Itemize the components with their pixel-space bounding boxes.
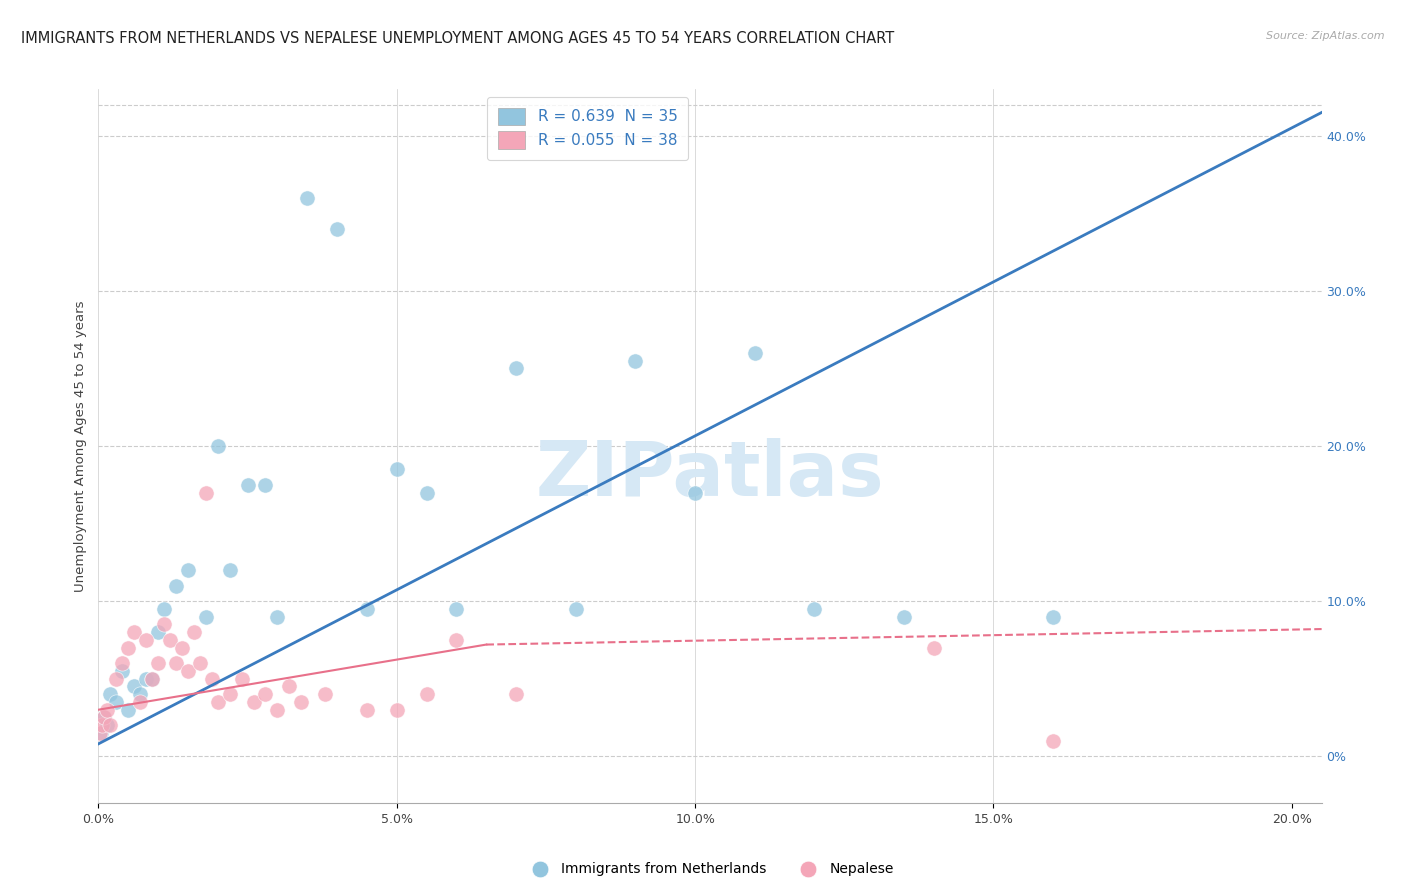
Point [207, 439, 229, 453]
Point [356, 602, 378, 616]
Point [314, 687, 336, 701]
Point [297, 191, 319, 205]
Point [505, 361, 527, 376]
Point [122, 625, 145, 640]
Point [177, 563, 200, 577]
Point [135, 672, 157, 686]
Point [183, 625, 205, 640]
Y-axis label: Unemployment Among Ages 45 to 54 years: Unemployment Among Ages 45 to 54 years [75, 301, 87, 591]
Point [218, 687, 240, 701]
Point [96, 703, 118, 717]
Point [98, 687, 121, 701]
Point [129, 695, 152, 709]
Point [170, 640, 193, 655]
Point [194, 609, 217, 624]
Point [153, 602, 176, 616]
Point [744, 346, 766, 360]
Point [105, 695, 128, 709]
Text: ZIPatlas: ZIPatlas [536, 438, 884, 511]
Point [565, 602, 588, 616]
Point [254, 687, 277, 701]
Point [446, 632, 468, 647]
Point [93, 710, 115, 724]
Legend: Immigrants from Netherlands, Nepalese: Immigrants from Netherlands, Nepalese [522, 856, 898, 881]
Point [194, 485, 217, 500]
Text: IMMIGRANTS FROM NETHERLANDS VS NEPALESE UNEMPLOYMENT AMONG AGES 45 TO 54 YEARS C: IMMIGRANTS FROM NETHERLANDS VS NEPALESE … [21, 31, 894, 46]
Point [290, 695, 312, 709]
Point [89, 726, 111, 740]
Point [91, 718, 114, 732]
Point [90, 726, 112, 740]
Point [159, 632, 181, 647]
Point [356, 703, 378, 717]
Point [96, 718, 118, 732]
Point [122, 680, 145, 694]
Point [153, 617, 176, 632]
Point [105, 672, 128, 686]
Point [415, 687, 437, 701]
Point [326, 222, 349, 236]
Point [98, 718, 121, 732]
Point [117, 703, 139, 717]
Point [111, 656, 134, 670]
Point [165, 579, 187, 593]
Point [385, 703, 408, 717]
Point [129, 687, 152, 701]
Point [266, 703, 288, 717]
Point [236, 477, 259, 491]
Point [254, 477, 277, 491]
Point [683, 485, 706, 500]
Point [146, 656, 169, 670]
Point [278, 680, 301, 694]
Point [146, 625, 169, 640]
Point [803, 602, 825, 616]
Point [266, 609, 288, 624]
Point [505, 687, 527, 701]
Point [141, 672, 163, 686]
Point [207, 695, 229, 709]
Point [201, 672, 224, 686]
Point [1042, 609, 1064, 624]
Point [415, 485, 437, 500]
Point [922, 640, 945, 655]
Point [177, 664, 200, 678]
Text: Source: ZipAtlas.com: Source: ZipAtlas.com [1267, 31, 1385, 41]
Point [624, 353, 647, 368]
Point [93, 710, 115, 724]
Point [231, 672, 253, 686]
Point [446, 602, 468, 616]
Point [1042, 733, 1064, 747]
Point [385, 462, 408, 476]
Point [141, 672, 163, 686]
Point [111, 664, 134, 678]
Point [188, 656, 211, 670]
Point [135, 632, 157, 647]
Point [117, 640, 139, 655]
Point [165, 656, 187, 670]
Point [893, 609, 915, 624]
Point [242, 695, 264, 709]
Point [218, 563, 240, 577]
